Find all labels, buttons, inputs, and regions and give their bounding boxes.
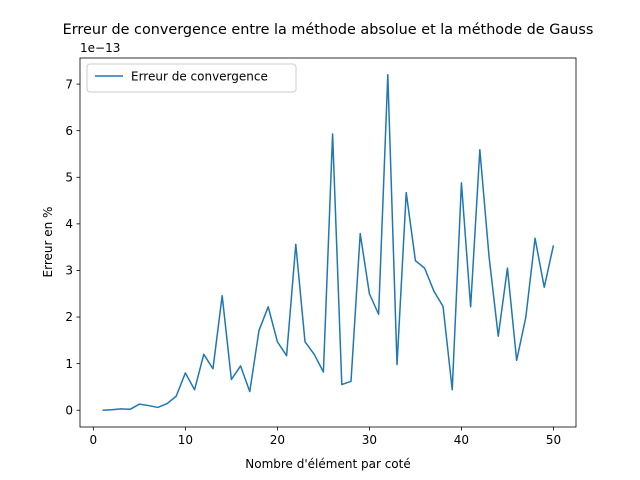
y-tick-label: 5: [65, 170, 73, 184]
legend: Erreur de convergence: [86, 63, 297, 93]
y-tick-label: 3: [65, 264, 73, 278]
y-axis-label: Erreur en %: [41, 207, 55, 278]
plot-area: [79, 57, 577, 428]
chart-title: Erreur de convergence entre la méthode a…: [63, 22, 594, 38]
y-tick-label: 4: [65, 217, 73, 231]
y-tick-label: 7: [65, 77, 73, 91]
legend-box: [86, 63, 297, 93]
series-layer: [102, 74, 555, 411]
y-offset-label: 1e−13: [80, 41, 120, 55]
legend-label: Erreur de convergence: [131, 70, 268, 84]
y-tick-label: 0: [65, 403, 73, 417]
x-tick-label: 50: [546, 433, 561, 447]
y-tick-label: 6: [65, 124, 73, 138]
x-tick-label: 20: [270, 433, 285, 447]
y-tick-label: 1: [65, 357, 73, 371]
ticks-layer: 0 10 20 30 40 50 0 1 2 3 4 5 6 7: [65, 77, 561, 447]
x-tick-label: 10: [178, 433, 193, 447]
y-tick-label: 2: [65, 310, 73, 324]
plot-frame: [79, 57, 577, 428]
x-tick-label: 40: [454, 433, 469, 447]
x-axis-label: Nombre d'élément par coté: [245, 457, 410, 471]
x-tick-label: 30: [362, 433, 377, 447]
series-line-0: [102, 74, 555, 411]
x-tick-label: 0: [90, 433, 98, 447]
